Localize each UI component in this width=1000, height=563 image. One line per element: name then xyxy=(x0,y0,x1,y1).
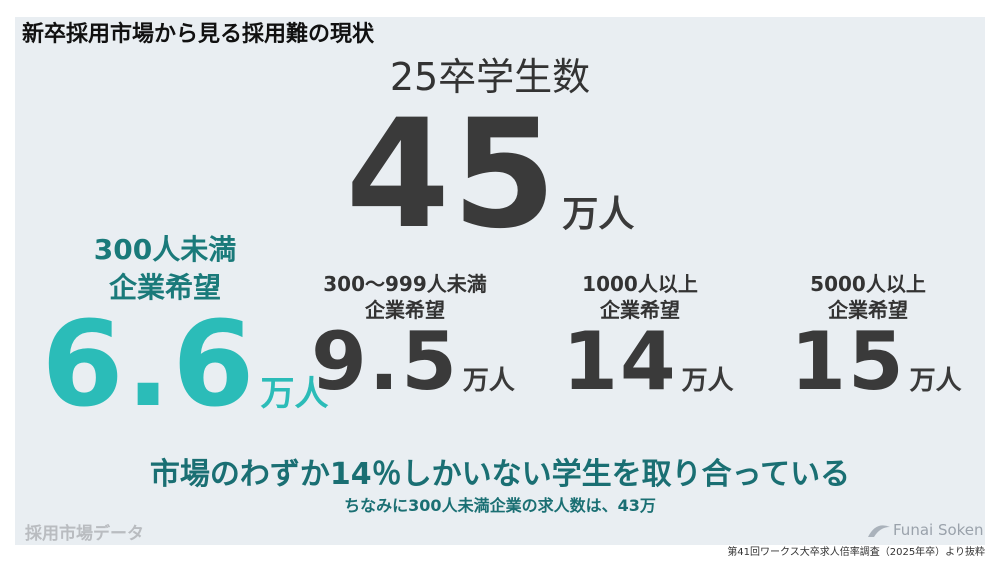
title: 新卒採用市場から見る採用難の現状 xyxy=(22,22,375,47)
segment-value: 9.5 xyxy=(311,315,459,408)
headline-label: 25卒学生数 xyxy=(389,55,591,99)
segment-value: 14 xyxy=(562,315,678,408)
segment-label: 1000人以上 xyxy=(582,272,698,296)
segment-label: 企業希望 xyxy=(600,298,680,322)
segment-figure: 6.6 万人 xyxy=(41,305,328,423)
segment-unit: 万人 xyxy=(462,366,515,396)
segment-figure: 15 万人 xyxy=(790,322,961,402)
segment-figure: 14 万人 xyxy=(562,322,733,402)
segment-label: 企業希望 xyxy=(828,298,908,322)
segment-label: 企業希望 xyxy=(365,298,445,322)
source: 第41回ワークス大卒求人倍率調査（2025年卒）より抜粋 xyxy=(727,547,985,558)
conclusion: 市場のわずか14％しかいない学生を取り合っている xyxy=(149,457,851,492)
segment-label: 300〜999人未満 xyxy=(323,272,487,296)
panel xyxy=(15,17,985,545)
segment-unit: 万人 xyxy=(681,366,734,396)
segment-label: 5000人以上 xyxy=(810,272,926,296)
segment-value: 6.6 xyxy=(41,295,257,433)
logo: Funai Soken xyxy=(893,521,984,539)
logo-icon xyxy=(868,525,890,537)
segment-figure: 9.5 万人 xyxy=(311,322,515,402)
segment-unit: 万人 xyxy=(909,366,962,396)
conclusion-note: ちなみに300人未満企業の求人数は、43万 xyxy=(344,496,656,515)
segment-label: 300人未満 xyxy=(93,233,237,266)
segment-unit: 万人 xyxy=(260,374,329,414)
headline-figure: 45 万人 xyxy=(346,100,635,250)
segment-label: 企業希望 xyxy=(108,271,222,304)
footer-label: 採用市場データ xyxy=(25,524,144,544)
headline-value: 45 xyxy=(345,88,559,262)
segment-value: 15 xyxy=(790,315,906,408)
headline-unit: 万人 xyxy=(562,194,635,235)
